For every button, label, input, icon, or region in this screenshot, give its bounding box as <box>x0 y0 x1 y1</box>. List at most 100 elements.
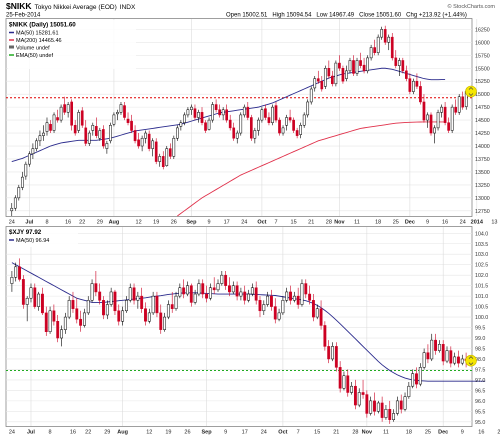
price-candle <box>228 119 232 129</box>
currency-candle <box>216 283 220 291</box>
price-candle <box>123 105 126 118</box>
currency-y-tick: 98.5 <box>475 346 485 352</box>
price-candle <box>327 68 331 77</box>
currency-candle <box>128 287 132 301</box>
price-candle <box>447 122 450 131</box>
price-candle <box>225 109 229 121</box>
price-y-tick: 14500 <box>475 118 490 124</box>
price-x-tick: 24 <box>241 220 247 226</box>
price-candle <box>183 114 186 123</box>
price-candle <box>373 47 376 53</box>
currency-x-tick: 24 <box>497 430 500 436</box>
currency-candle <box>441 344 445 362</box>
price-candle <box>10 207 14 212</box>
currency-candle <box>193 293 197 303</box>
price-candle <box>288 117 292 121</box>
price-candle <box>147 133 151 149</box>
currency-candle <box>258 300 262 312</box>
currency-candle <box>353 385 357 406</box>
price-candle <box>309 88 313 103</box>
price-candle <box>257 119 260 131</box>
price-y-tick: 15750 <box>475 53 490 59</box>
price-candle <box>285 117 288 126</box>
currency-candle <box>365 394 369 414</box>
price-y-tick: 14250 <box>475 131 490 137</box>
currency-y-tick: 104.0 <box>475 231 488 237</box>
currency-candle <box>254 287 258 301</box>
price-candle <box>376 36 380 53</box>
price-y-tick: 13500 <box>475 170 490 176</box>
currency-candle <box>170 304 174 309</box>
price-candle <box>119 104 123 113</box>
currency-candle <box>67 300 71 318</box>
currency-candle <box>457 356 460 364</box>
price-x-tick: 26 <box>171 220 177 226</box>
currency-candle <box>445 350 449 362</box>
currency-candle <box>292 295 296 301</box>
currency-candle <box>212 287 216 291</box>
price-candle <box>214 104 218 110</box>
price-chart-title: $NIKK (Daily) 15051.60 <box>9 22 76 29</box>
price-candle <box>70 101 73 126</box>
currency-x-tick: 16 <box>70 430 76 436</box>
currency-candle <box>273 306 277 320</box>
currency-candle <box>415 373 418 385</box>
price-candle <box>320 80 324 90</box>
currency-x-tick: Sep <box>202 430 213 436</box>
price-candle <box>13 197 17 209</box>
price-candle <box>31 148 35 155</box>
currency-candle <box>136 295 140 301</box>
currency-last-price-marker <box>465 354 477 367</box>
price-x-tick: Sep <box>186 220 197 226</box>
currency-candle <box>182 287 186 295</box>
currency-grid <box>6 227 472 426</box>
currency-candle <box>52 310 56 322</box>
price-candle <box>116 112 119 115</box>
currency-candle <box>121 310 125 322</box>
price-candle <box>397 60 401 66</box>
currency-y-tick: 103.5 <box>475 242 488 248</box>
price-candle <box>274 105 278 121</box>
price-candle <box>45 122 49 132</box>
price-candle <box>260 109 264 121</box>
currency-x-tick: 21 <box>333 430 339 436</box>
currency-candle <box>98 291 102 301</box>
currency-candle <box>178 287 182 297</box>
currency-candle <box>231 285 235 293</box>
price-candle <box>109 125 112 142</box>
currency-candle <box>296 295 300 305</box>
currency-candle <box>166 304 170 318</box>
currency-candle <box>388 408 392 420</box>
currency-candle <box>186 285 189 295</box>
currency-candle <box>373 400 376 412</box>
currency-y-tick: 101.0 <box>475 294 488 300</box>
price-candle <box>331 75 334 85</box>
price-y-tick: 15500 <box>475 66 490 72</box>
currency-x-tick: 17 <box>242 430 248 436</box>
price-candle <box>316 78 320 82</box>
currency-y-tick: 102.0 <box>475 273 488 279</box>
price-candle <box>102 129 105 147</box>
last-price-markers <box>465 85 477 367</box>
currency-x-tick: 24 <box>261 430 267 436</box>
currency-candle <box>75 308 79 320</box>
currency-legend: $XJY 97.92 MA(50) 96.94 <box>8 228 78 247</box>
currency-candle <box>105 304 109 316</box>
price-candle <box>429 114 433 134</box>
price-candle <box>207 119 211 130</box>
price-candle <box>176 127 179 139</box>
price-candle <box>63 104 66 113</box>
price-candle <box>204 122 207 131</box>
currency-candle <box>41 293 44 314</box>
currency-candle <box>56 321 60 339</box>
currency-candle <box>228 285 231 293</box>
currency-y-tick: 100.5 <box>475 305 488 311</box>
price-candle <box>126 118 130 123</box>
currency-y-tick: 97.0 <box>475 378 485 384</box>
currency-x-tick: 26 <box>184 430 190 436</box>
currency-candle <box>384 408 388 418</box>
price-candle <box>218 109 221 116</box>
price-candle <box>154 141 158 162</box>
currency-candle <box>331 346 334 360</box>
currency-candle <box>220 274 224 284</box>
